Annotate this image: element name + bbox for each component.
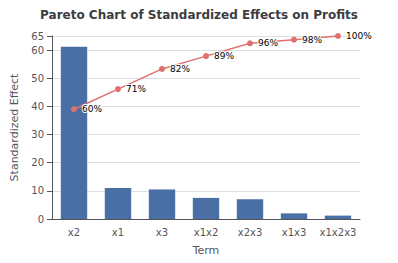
svg-text:50: 50 <box>31 73 44 84</box>
svg-text:10: 10 <box>31 185 44 196</box>
svg-text:x1x2: x1x2 <box>194 227 219 238</box>
svg-text:89%: 89% <box>214 51 234 61</box>
svg-text:65: 65 <box>31 31 44 42</box>
svg-text:x2x3: x2x3 <box>238 227 263 238</box>
svg-text:60%: 60% <box>82 104 102 114</box>
svg-text:x2: x2 <box>68 227 80 238</box>
svg-text:82%: 82% <box>170 64 190 74</box>
svg-text:x1: x1 <box>112 227 124 238</box>
svg-text:x1x2x3: x1x2x3 <box>320 227 357 238</box>
svg-text:x1x3: x1x3 <box>282 227 307 238</box>
svg-text:98%: 98% <box>302 35 322 45</box>
svg-text:20: 20 <box>31 157 44 168</box>
svg-text:30: 30 <box>31 129 44 140</box>
svg-text:40: 40 <box>31 101 44 112</box>
svg-text:x3: x3 <box>156 227 168 238</box>
svg-text:Standardized Effect: Standardized Effect <box>8 73 21 181</box>
svg-text:71%: 71% <box>126 84 146 94</box>
svg-text:60: 60 <box>31 45 44 56</box>
svg-text:0: 0 <box>38 214 44 225</box>
svg-text:96%: 96% <box>258 38 278 48</box>
svg-text:100%: 100% <box>346 31 372 41</box>
svg-text:Pareto Chart of Standardized E: Pareto Chart of Standardized Effects on … <box>40 8 358 22</box>
svg-text:Term: Term <box>192 244 220 257</box>
